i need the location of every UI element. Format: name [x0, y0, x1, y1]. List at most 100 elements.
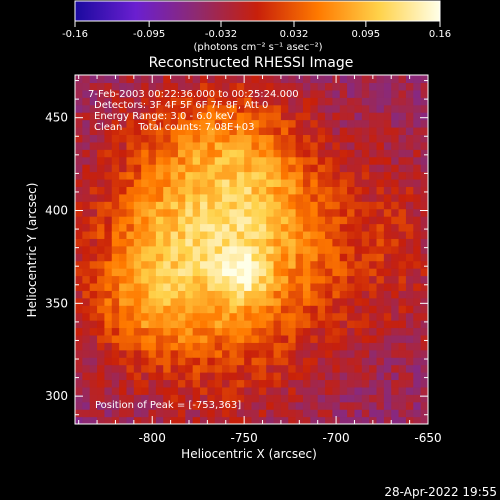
heatmap-cell: [214, 253, 223, 262]
heatmap-cell: [126, 401, 135, 410]
heatmap-cell: [354, 409, 363, 418]
y-axis-label: Heliocentric Y (arcsec): [25, 183, 39, 318]
heatmap-cell: [75, 89, 83, 98]
heatmap-cell: [222, 334, 231, 343]
heatmap-cell: [354, 357, 363, 366]
heatmap-cell: [251, 164, 260, 173]
heatmap-cell: [97, 364, 106, 373]
heatmap-cell: [258, 260, 267, 269]
heatmap-cell: [310, 208, 319, 217]
heatmap-cell: [405, 327, 414, 336]
heatmap-cell: [126, 253, 135, 262]
heatmap-cell: [280, 372, 289, 381]
heatmap-cell: [185, 386, 194, 395]
heatmap-cell: [177, 290, 186, 299]
heatmap-cell: [310, 164, 319, 173]
heatmap-cell: [185, 342, 194, 351]
heatmap-cell: [111, 394, 120, 403]
heatmap-cell: [310, 357, 319, 366]
heatmap-cell: [273, 149, 282, 158]
heatmap-cell: [376, 357, 385, 366]
heatmap-cell: [413, 112, 422, 121]
heatmap-cell: [332, 134, 341, 143]
heatmap-cell: [273, 230, 282, 239]
heatmap-cell: [280, 401, 289, 410]
heatmap-cell: [317, 312, 326, 321]
heatmap-cell: [185, 268, 194, 277]
heatmap-cell: [354, 201, 363, 210]
colorbar: [74, 0, 441, 22]
heatmap-cell: [258, 297, 267, 306]
heatmap-cell: [280, 186, 289, 195]
heatmap-cell: [89, 416, 98, 424]
heatmap-cell: [391, 201, 400, 210]
heatmap-cell: [222, 171, 231, 180]
heatmap-cell: [229, 201, 238, 210]
heatmap-cell: [214, 386, 223, 395]
heatmap-cell: [273, 186, 282, 195]
annotation-time-range: 7-Feb-2003 00:22:36.000 to 00:25:24.000: [88, 89, 299, 100]
heatmap-cell: [317, 372, 326, 381]
heatmap-cell: [317, 89, 326, 98]
heatmap-cell: [192, 112, 201, 121]
heatmap-cell: [361, 171, 370, 180]
heatmap-cell: [163, 290, 172, 299]
heatmap-cell: [89, 297, 98, 306]
heatmap-cell: [383, 320, 392, 329]
heatmap-cell: [258, 104, 267, 113]
heatmap-cell: [141, 409, 150, 418]
heatmap-cell: [339, 112, 348, 121]
heatmap-cell: [177, 75, 186, 84]
heatmap-cell: [258, 149, 267, 158]
heatmap-cell: [214, 327, 223, 336]
heatmap-cell: [111, 193, 120, 202]
heatmap-cell: [258, 193, 267, 202]
heatmap-cell: [185, 186, 194, 195]
heatmap-cell: [141, 364, 150, 373]
heatmap-cell: [361, 372, 370, 381]
heatmap-cell: [361, 282, 370, 291]
heatmap-cell: [192, 223, 201, 232]
heatmap-cell: [133, 223, 142, 232]
heatmap-cell: [200, 89, 208, 98]
heatmap-cell: [310, 126, 319, 136]
heatmap-cell: [420, 260, 428, 269]
heatmap-cell: [251, 342, 260, 351]
heatmap-cell: [97, 230, 106, 239]
heatmap-cell: [75, 216, 83, 225]
heatmap-cell: [310, 223, 319, 232]
heatmap-cell: [104, 386, 113, 395]
heatmap-cell: [332, 238, 341, 247]
heatmap-cell: [413, 297, 422, 306]
heatmap-cell: [339, 349, 348, 358]
heatmap-cell: [405, 171, 414, 180]
heatmap-cell: [244, 327, 253, 336]
heatmap-cell: [222, 193, 231, 202]
heatmap-cell: [347, 75, 356, 84]
heatmap-cell: [354, 238, 363, 247]
heatmap-cell: [361, 112, 370, 121]
heatmap-cell: [405, 82, 414, 91]
heatmap-cell: [317, 171, 326, 180]
heatmap-cell: [222, 305, 231, 314]
heatmap-cell: [133, 193, 142, 202]
heatmap-cell: [236, 230, 245, 239]
heatmap-cell: [317, 230, 326, 239]
heatmap-cell: [339, 305, 348, 314]
heatmap-cell: [332, 312, 341, 321]
heatmap-cell: [155, 75, 164, 84]
heatmap-cell: [214, 223, 223, 232]
heatmap-cell: [185, 275, 194, 284]
heatmap-cell: [104, 312, 113, 321]
heatmap-cell: [104, 320, 113, 329]
heatmap-cell: [258, 320, 267, 329]
heatmap-cell: [222, 126, 231, 136]
heatmap-cell: [325, 75, 333, 84]
heatmap-cell: [75, 201, 83, 210]
heatmap-cell: [119, 268, 128, 277]
heatmap-cell: [258, 230, 267, 239]
heatmap-cell: [104, 149, 113, 158]
heatmap-cell: [369, 253, 378, 262]
heatmap-cell: [148, 372, 157, 381]
heatmap-cell: [347, 216, 356, 225]
